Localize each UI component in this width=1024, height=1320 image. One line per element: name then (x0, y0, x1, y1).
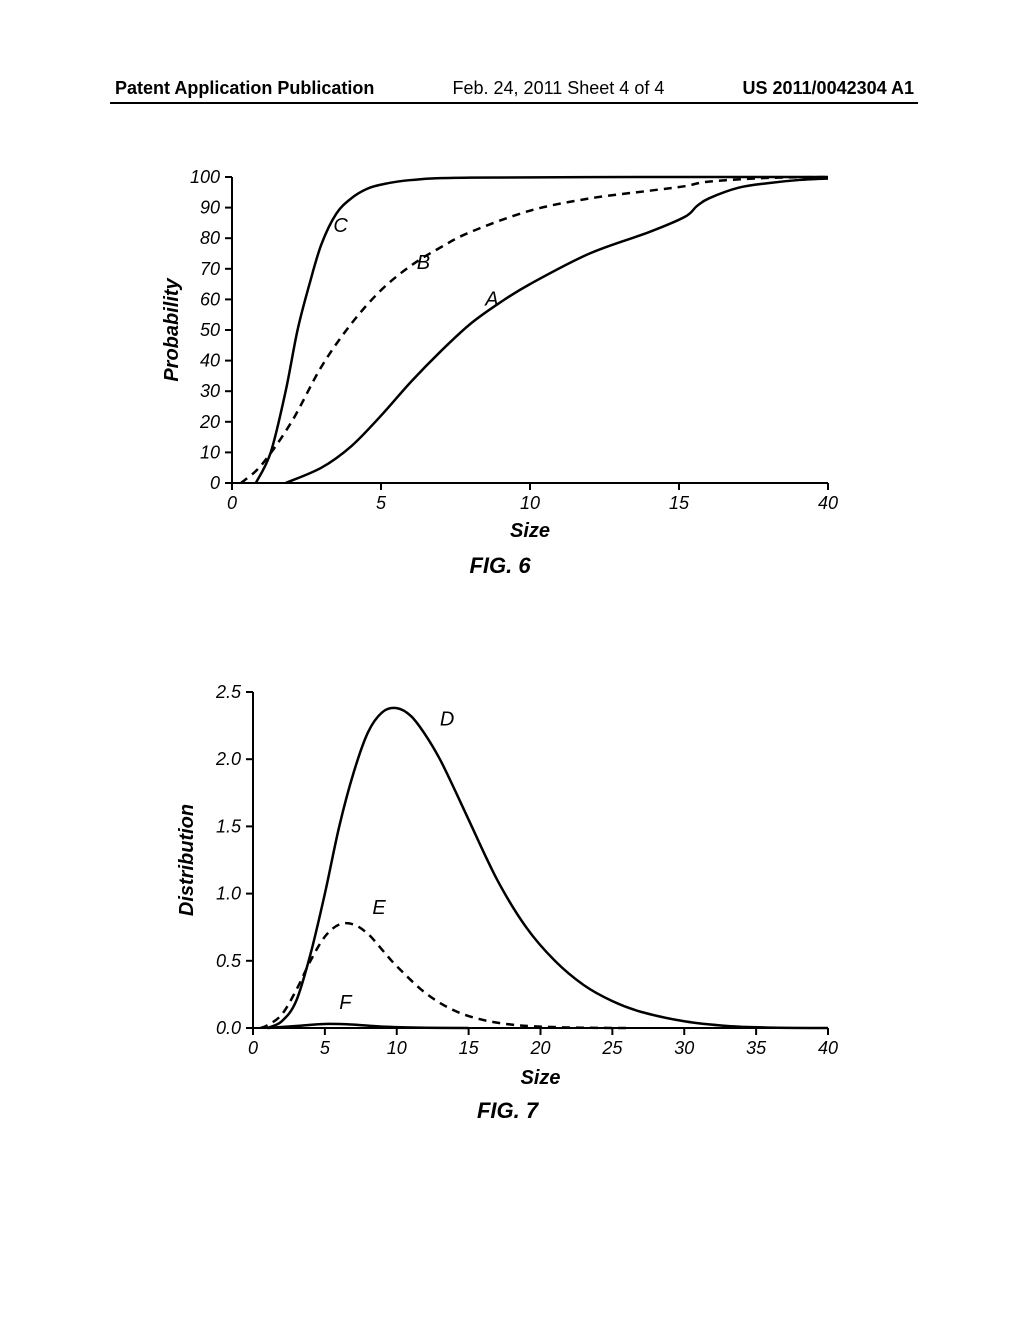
svg-text:20: 20 (529, 1038, 550, 1058)
svg-text:35: 35 (746, 1038, 767, 1058)
svg-text:20: 20 (199, 412, 220, 432)
figure-7: 0 5 10 15 20 25 30 35 40 0.0 0.5 1.0 1.5 2.0 2.5 Size Di… (175, 680, 840, 1140)
fig7-chart: 0 5 10 15 20 25 30 35 40 0.0 0.5 1.0 1.5 2.0 2.5 Size Di… (175, 680, 840, 1090)
svg-text:30: 30 (200, 381, 220, 401)
svg-text:Distribution: Distribution (176, 804, 198, 916)
fig6-chart: 0 5 10 15 40 0 10 20 30 40 50 60 70 80 90 100 Size Probab… (160, 165, 840, 545)
svg-text:15: 15 (669, 493, 690, 513)
svg-text:100: 100 (190, 167, 220, 187)
figure-6: 0 5 10 15 40 0 10 20 30 40 50 60 70 80 90 100 Size Probab… (160, 165, 840, 595)
svg-text:F: F (339, 992, 353, 1014)
svg-text:25: 25 (601, 1038, 623, 1058)
svg-text:50: 50 (200, 320, 220, 340)
svg-text:40: 40 (818, 493, 838, 513)
svg-text:2.5: 2.5 (215, 682, 242, 702)
svg-text:0.0: 0.0 (216, 1018, 241, 1038)
svg-text:0: 0 (227, 493, 237, 513)
svg-text:60: 60 (200, 289, 220, 309)
svg-text:A: A (484, 289, 498, 311)
header-right: US 2011/0042304 A1 (743, 78, 914, 99)
svg-text:40: 40 (818, 1038, 838, 1058)
header-center: Feb. 24, 2011 Sheet 4 of 4 (453, 78, 665, 99)
svg-text:5: 5 (320, 1038, 331, 1058)
svg-text:10: 10 (200, 442, 220, 462)
svg-text:2.0: 2.0 (215, 749, 241, 769)
svg-text:30: 30 (674, 1038, 694, 1058)
svg-text:1.0: 1.0 (216, 884, 241, 904)
svg-text:Size: Size (520, 1067, 560, 1089)
svg-text:Size: Size (510, 520, 550, 542)
svg-text:C: C (333, 215, 348, 237)
svg-text:D: D (440, 709, 454, 731)
header-left: Patent Application Publication (115, 78, 374, 99)
fig7-caption: FIG. 7 (175, 1098, 840, 1124)
svg-text:0: 0 (210, 473, 220, 493)
svg-text:40: 40 (200, 351, 220, 371)
svg-text:70: 70 (200, 259, 220, 279)
svg-text:5: 5 (376, 493, 387, 513)
page-header: Patent Application Publication Feb. 24, … (0, 78, 1024, 99)
header-divider (110, 102, 918, 104)
svg-text:80: 80 (200, 228, 220, 248)
svg-text:B: B (417, 252, 430, 274)
svg-text:10: 10 (387, 1038, 407, 1058)
svg-text:Probability: Probability (161, 277, 183, 381)
svg-text:10: 10 (520, 493, 540, 513)
svg-text:0: 0 (248, 1038, 258, 1058)
svg-text:90: 90 (200, 198, 220, 218)
svg-text:15: 15 (459, 1038, 480, 1058)
svg-text:1.5: 1.5 (216, 816, 242, 836)
fig6-caption: FIG. 6 (160, 553, 840, 579)
svg-text:0.5: 0.5 (216, 951, 242, 971)
svg-text:E: E (372, 897, 386, 919)
